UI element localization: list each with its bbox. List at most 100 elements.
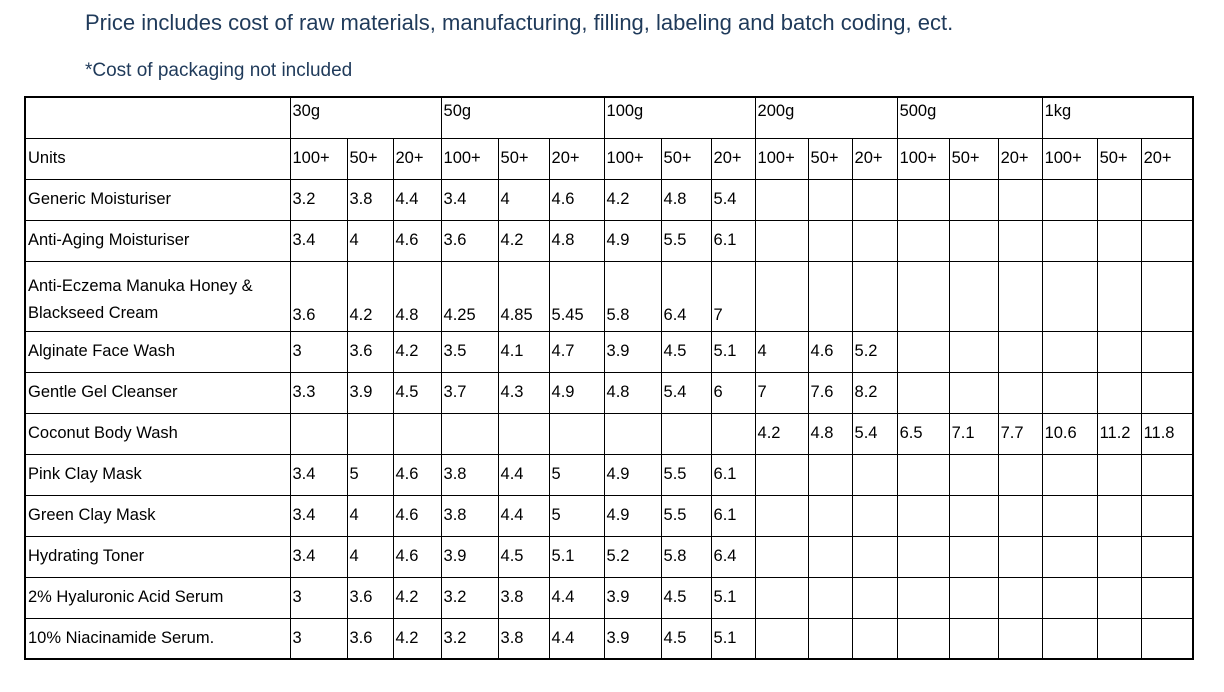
price-cell: [1096, 371, 1142, 414]
price-cell: 7: [710, 260, 756, 332]
price-cell: 4.9: [548, 371, 605, 414]
price-cell: [1140, 178, 1194, 221]
price-cell: [896, 330, 950, 373]
price-cell: [896, 178, 950, 221]
price-cell: 5: [548, 453, 605, 496]
product-name-cell: Alginate Face Wash: [24, 330, 291, 373]
price-cell: 4.2: [346, 260, 394, 332]
price-cell: 4.6: [392, 494, 442, 537]
price-cell: 5.2: [851, 330, 898, 373]
price-cell: 4.4: [497, 494, 550, 537]
price-cell: 4.6: [392, 535, 442, 578]
price-cell: [851, 617, 898, 660]
price-cell: [807, 617, 853, 660]
price-cell: [548, 412, 605, 455]
price-cell: 4.4: [548, 617, 605, 660]
price-cell: 4.9: [603, 494, 662, 537]
price-cell: 10.6: [1041, 412, 1098, 455]
price-cell: [754, 219, 809, 262]
price-cell: 6.1: [710, 494, 756, 537]
price-cell: [1096, 535, 1142, 578]
price-cell: 11.2: [1096, 412, 1142, 455]
price-table-body: 30g 50g 100g 200g 500g 1kg Units 100+ 50+ 20+ 100+…: [24, 96, 1194, 660]
price-cell: 5.2: [603, 535, 662, 578]
price-cell: 3.9: [603, 330, 662, 373]
price-cell: 4.6: [807, 330, 853, 373]
price-cell: 4: [346, 535, 394, 578]
price-cell: 3.7: [440, 371, 499, 414]
size-header-cell: 100g: [603, 96, 756, 139]
price-cell: [851, 178, 898, 221]
price-cell: 3.4: [289, 494, 348, 537]
price-cell: [948, 178, 999, 221]
price-cell: 4.7: [548, 330, 605, 373]
price-cell: 4.9: [603, 453, 662, 496]
price-cell: [1140, 453, 1194, 496]
price-cell: [896, 494, 950, 537]
tier-header-cell: 100+: [603, 137, 662, 180]
price-cell: [497, 412, 550, 455]
price-cell: 4.9: [603, 219, 662, 262]
price-cell: [754, 494, 809, 537]
price-cell: 5.45: [548, 260, 605, 332]
table-row: Green Clay Mask 3.4 4 4.6 3.8 4.4 5 4.9 5.5 6.1: [24, 494, 1194, 537]
price-cell: 4.8: [603, 371, 662, 414]
corner-cell: [24, 96, 291, 139]
price-cell: 8.2: [851, 371, 898, 414]
tier-header-cell: 20+: [1140, 137, 1194, 180]
price-cell: 7.1: [948, 412, 999, 455]
price-cell: [1041, 535, 1098, 578]
price-cell: 7: [754, 371, 809, 414]
price-cell: 3.2: [440, 576, 499, 619]
packaging-note: *Cost of packaging not included: [85, 60, 353, 81]
price-cell: 4.85: [497, 260, 550, 332]
price-cell: 5.5: [660, 219, 712, 262]
price-cell: 6.5: [896, 412, 950, 455]
price-cell: 4.6: [392, 453, 442, 496]
table-row: 10% Niacinamide Serum. 3 3.6 4.2 3.2 3.8 4.4 3.…: [24, 617, 1194, 660]
price-cell: 5.4: [710, 178, 756, 221]
tier-header-cell: 50+: [948, 137, 999, 180]
price-cell: [997, 453, 1043, 496]
price-cell: [948, 535, 999, 578]
price-cell: 6.1: [710, 453, 756, 496]
price-cell: [1140, 260, 1194, 332]
tier-header-cell: 100+: [896, 137, 950, 180]
price-cell: 5.1: [710, 576, 756, 619]
price-cell: 4.6: [392, 219, 442, 262]
price-cell: [1096, 453, 1142, 496]
size-header-cell: 200g: [754, 96, 898, 139]
price-cell: 3.6: [289, 260, 348, 332]
price-cell: 3.2: [289, 178, 348, 221]
price-cell: [1041, 494, 1098, 537]
price-cell: [851, 576, 898, 619]
price-cell: 5.1: [548, 535, 605, 578]
price-cell: [1041, 576, 1098, 619]
price-cell: 4.4: [392, 178, 442, 221]
price-cell: 4.8: [548, 219, 605, 262]
price-cell: [807, 453, 853, 496]
product-name-cell: 2% Hyaluronic Acid Serum: [24, 576, 291, 619]
product-name-cell: 10% Niacinamide Serum.: [24, 617, 291, 660]
price-cell: [1041, 453, 1098, 496]
price-cell: 4.5: [660, 617, 712, 660]
price-cell: [1096, 494, 1142, 537]
price-cell: 4: [497, 178, 550, 221]
table-row: Coconut Body Wash 4.2 4.8 5.4 6.5 7.1 7.7 10.6 1…: [24, 412, 1194, 455]
price-cell: 4.2: [603, 178, 662, 221]
price-cell: [851, 453, 898, 496]
product-name-cell: Anti-Eczema Manuka Honey & Blackseed Cre…: [24, 260, 291, 332]
price-cell: [896, 260, 950, 332]
price-cell: [1140, 494, 1194, 537]
price-cell: [1096, 219, 1142, 262]
price-cell: 4.5: [497, 535, 550, 578]
price-cell: [896, 576, 950, 619]
price-cell: 4.5: [392, 371, 442, 414]
product-name-cell: Green Clay Mask: [24, 494, 291, 537]
price-cell: [807, 260, 853, 332]
price-cell: 4.2: [392, 576, 442, 619]
price-cell: 3.8: [497, 617, 550, 660]
price-cell: [392, 412, 442, 455]
price-cell: 4: [346, 494, 394, 537]
price-cell: 3.6: [440, 219, 499, 262]
